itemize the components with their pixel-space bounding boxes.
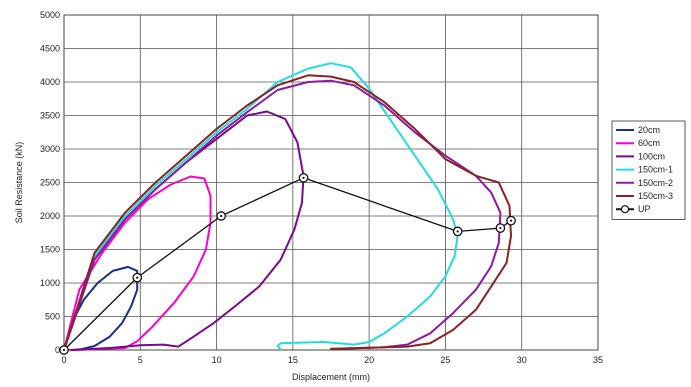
series-line [63,74,512,351]
series-150cm-1 [63,62,459,351]
legend-item: UP [616,204,651,214]
legend-item: 150cm-1 [616,165,673,175]
legend-item: 150cm-3 [616,191,673,201]
y-tick-label: 1500 [40,245,60,255]
legend-label: 150cm-2 [638,178,673,188]
y-tick-label: 4000 [40,77,60,87]
x-tick-label: 5 [138,355,143,365]
y-tick-label: 4500 [40,44,60,54]
data-point-center [136,276,139,279]
data-point-center [509,219,513,222]
y-tick-label: 5000 [40,10,60,20]
legend-item: 100cm [616,151,665,161]
y-tick-label: 1000 [40,278,60,288]
series-layer [59,62,516,355]
legend-label: 150cm-3 [638,191,673,201]
legend-label: 20cm [638,125,660,135]
legend-label: 60cm [638,138,660,148]
data-point-center [499,226,502,230]
data-point-center [62,348,66,352]
ticks-layer: 0 500 1000 1500 2000 2500 3000 3500 4000 4500 5000… [40,10,603,365]
x-axis-label: Displacement (mm) [292,372,370,382]
legend-item: 150cm-2 [616,178,673,188]
legend-marker [620,205,630,214]
series-60cm [63,175,212,351]
grid [63,14,599,351]
series-150cm-3 [63,74,512,351]
legend-label: UP [638,204,651,214]
data-point-center [220,214,223,218]
x-tick-label: 20 [364,355,374,365]
y-tick-label: 2000 [40,211,60,221]
data-point-center [456,230,459,233]
plot-area [63,14,599,351]
series-line [63,175,212,351]
x-tick-label: 10 [212,355,222,365]
legend-item: 60cm [616,138,660,148]
data-point-center [302,176,305,179]
series-UP [59,172,516,355]
y-tick-label: 2500 [40,178,60,188]
series-line [63,177,512,351]
x-tick-label: 25 [440,355,450,365]
x-tick-label: 30 [517,355,527,365]
x-tick-label: 0 [61,355,66,365]
y-tick-label: 500 [45,312,60,322]
x-tick-label: 15 [288,355,298,365]
legend-label: 150cm-1 [638,165,673,175]
legend: 20cm 60cm 100cm 150cm-1 150cm-2 150cm-3 UP [611,120,686,220]
series-line [63,62,459,351]
x-tick-label: 35 [593,355,603,365]
y-tick-label: 3000 [40,144,60,154]
legend-item: 20cm [616,125,660,135]
legend-label: 100cm [638,151,665,161]
y-tick-label: 3500 [40,111,60,121]
y-axis-label: Soil Resistance (kN) [14,142,24,224]
y-tick-label: 0 [55,345,60,355]
